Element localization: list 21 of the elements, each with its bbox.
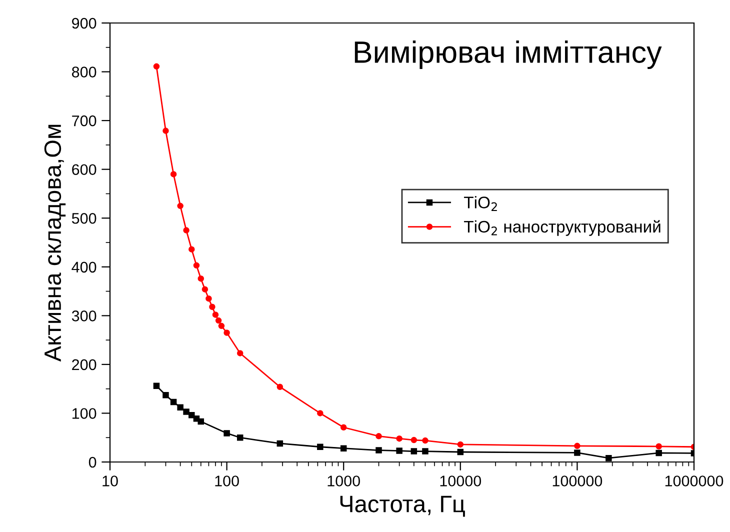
y-tick-label: 600 [72, 164, 96, 176]
y-tick-label: 200 [72, 359, 96, 370]
y-tick-label: 900 [72, 18, 96, 29]
x-tick-label: 1000 [328, 476, 360, 486]
x-axis-title: Частота, Гц [340, 496, 465, 517]
y-tick-label: 700 [72, 115, 96, 126]
legend-label: TiO$_{2}$ наноструктурований [464, 220, 660, 236]
y-tick-label: 100 [72, 408, 96, 419]
y-tick-label: 300 [72, 310, 96, 322]
x-tick-label: 1000000 [665, 476, 724, 486]
y-tick-label: 500 [72, 212, 96, 224]
legend-label: TiO$_{2}$ [464, 196, 497, 211]
y-tick-label: 0 [88, 456, 96, 468]
y-tick-label: 800 [72, 66, 96, 78]
x-tick-label: 100000 [552, 476, 602, 486]
y-tick-label: 400 [72, 262, 96, 273]
x-tick-label: 10 [102, 476, 118, 486]
text: Вимірювач імміттансу [354, 40, 662, 70]
x-tick-label: 10000 [440, 476, 482, 486]
x-tick-label: 100 [215, 476, 239, 486]
y-axis-title: Активна складова,Ом [44, 124, 66, 362]
